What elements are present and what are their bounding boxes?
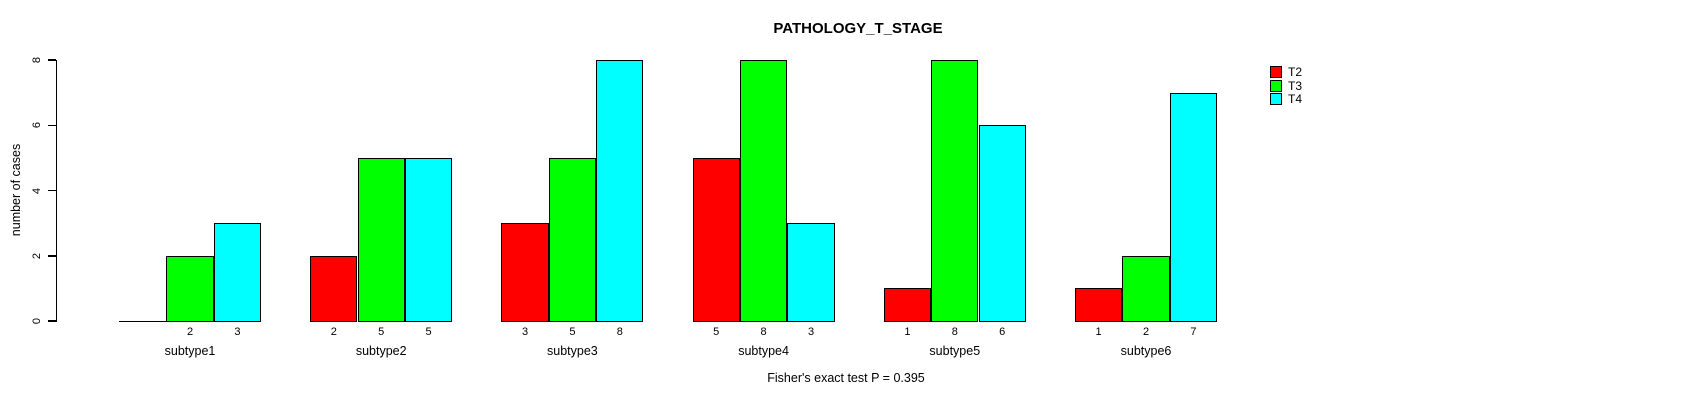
bar xyxy=(739,60,788,322)
y-tick xyxy=(47,255,56,257)
bar xyxy=(310,255,358,322)
x-axis-group-label: subtype6 xyxy=(1120,344,1172,358)
legend-label: T2 xyxy=(1288,65,1303,79)
bar-value-label: 3 xyxy=(521,326,529,338)
x-axis-group-label: subtype4 xyxy=(738,344,789,358)
bar xyxy=(692,158,740,322)
bar-value-label: 2 xyxy=(186,326,194,338)
x-axis-group-label: subtype3 xyxy=(547,344,598,358)
bar-value-label: 8 xyxy=(951,326,958,338)
legend-swatch xyxy=(1270,79,1282,92)
zero-height-bar xyxy=(118,320,167,322)
bar xyxy=(1122,255,1170,322)
bar-value-label: 8 xyxy=(616,326,623,338)
bar-value-label: 3 xyxy=(234,326,241,338)
chart-title: PATHOLOGY_T_STAGE xyxy=(773,20,943,37)
bar-value-label: 5 xyxy=(569,326,576,338)
x-axis-group-label: subtype2 xyxy=(355,344,407,358)
y-axis-label: number of cases xyxy=(9,143,23,237)
fisher-test-caption: Fisher's exact test P = 0.395 xyxy=(767,371,925,385)
y-tick xyxy=(47,320,56,322)
bar xyxy=(548,158,597,322)
bar-value-label: 2 xyxy=(1142,326,1150,338)
y-tick xyxy=(47,59,56,61)
bar-value-label: 5 xyxy=(378,326,385,338)
bar-value-label: 3 xyxy=(807,326,815,338)
legend-label: T3 xyxy=(1288,78,1303,93)
bar-value-label: 7 xyxy=(1190,326,1197,338)
bar xyxy=(931,60,979,322)
bar-value-label: 8 xyxy=(760,326,767,338)
bar xyxy=(883,288,932,322)
y-tick-label: 6 xyxy=(31,122,43,129)
bar-value-label: 1 xyxy=(904,326,911,338)
bar xyxy=(978,125,1026,322)
bar-value-label: 5 xyxy=(713,326,720,338)
y-tick-label: 8 xyxy=(31,57,43,64)
bar-value-label: 5 xyxy=(425,326,432,338)
bar xyxy=(357,158,405,322)
bar xyxy=(1074,288,1123,322)
bar xyxy=(213,223,262,322)
bar xyxy=(1169,92,1218,322)
y-tick xyxy=(47,124,56,127)
bar-value-label: 6 xyxy=(999,326,1006,338)
y-tick-label: 4 xyxy=(31,187,43,194)
bar xyxy=(166,255,214,322)
legend-swatch xyxy=(1270,66,1282,78)
bar xyxy=(501,223,549,322)
bar xyxy=(596,60,644,322)
bar-value-label: 1 xyxy=(1095,326,1102,338)
y-tick xyxy=(47,189,56,192)
bar xyxy=(404,158,453,322)
bar-value-label: 2 xyxy=(330,326,337,338)
y-axis-line xyxy=(55,59,57,322)
y-tick-label: 0 xyxy=(31,317,43,325)
x-axis-group-label: subtype1 xyxy=(164,344,216,358)
y-tick-label: 2 xyxy=(31,252,43,259)
bar xyxy=(787,223,835,322)
legend-label: T4 xyxy=(1288,92,1303,106)
x-axis-group-label: subtype5 xyxy=(929,344,981,358)
legend-swatch xyxy=(1270,93,1282,105)
